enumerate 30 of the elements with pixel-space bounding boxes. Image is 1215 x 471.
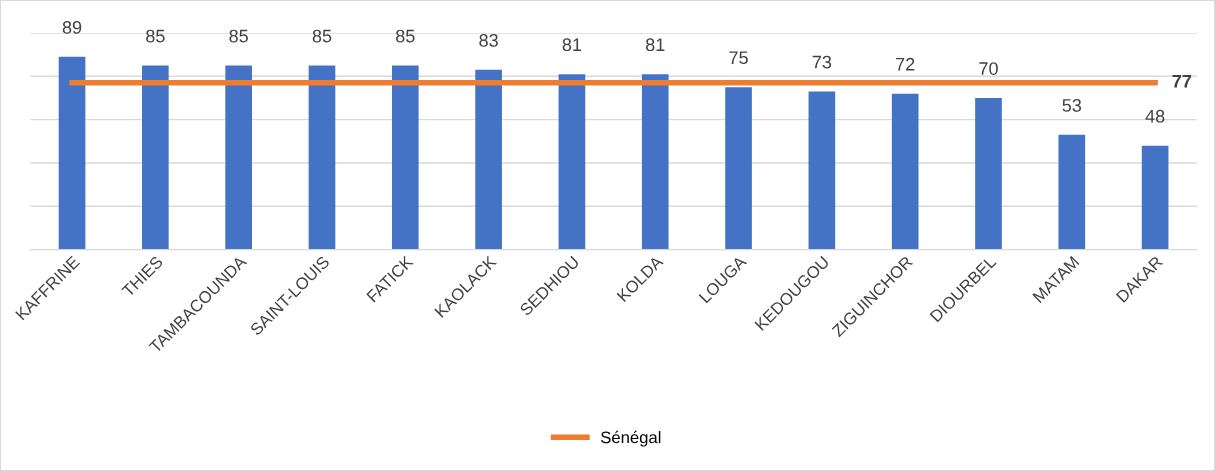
- data-label: 85: [146, 29, 165, 43]
- bar: [808, 91, 836, 250]
- bar: [891, 93, 919, 250]
- data-label: 89: [62, 21, 82, 34]
- data-label: 85: [312, 29, 332, 43]
- data-label: 81: [562, 38, 582, 52]
- data-label: 48: [1145, 109, 1165, 123]
- data-label: 75: [729, 51, 748, 65]
- data-label: 72: [896, 57, 915, 71]
- bar: [58, 56, 86, 250]
- bar: [558, 74, 586, 250]
- data-label: 83: [479, 34, 498, 47]
- data-label: 85: [396, 29, 415, 43]
- bar: [308, 65, 336, 250]
- data-label: 53: [1062, 99, 1082, 112]
- bar: [725, 87, 752, 250]
- data-label: 73: [812, 55, 832, 69]
- data-label: 70: [979, 62, 998, 75]
- bar: [1058, 134, 1086, 250]
- bar: [475, 69, 502, 250]
- bar: [641, 74, 669, 250]
- legend-label: Sénégal: [601, 430, 661, 447]
- bar: [975, 97, 1002, 250]
- bar: [225, 65, 252, 250]
- data-label: 77: [1172, 75, 1192, 88]
- data-label: 85: [229, 29, 248, 43]
- bar: [142, 65, 169, 250]
- data-label: 81: [645, 38, 665, 52]
- bar: [1141, 145, 1169, 250]
- bar: [391, 65, 419, 250]
